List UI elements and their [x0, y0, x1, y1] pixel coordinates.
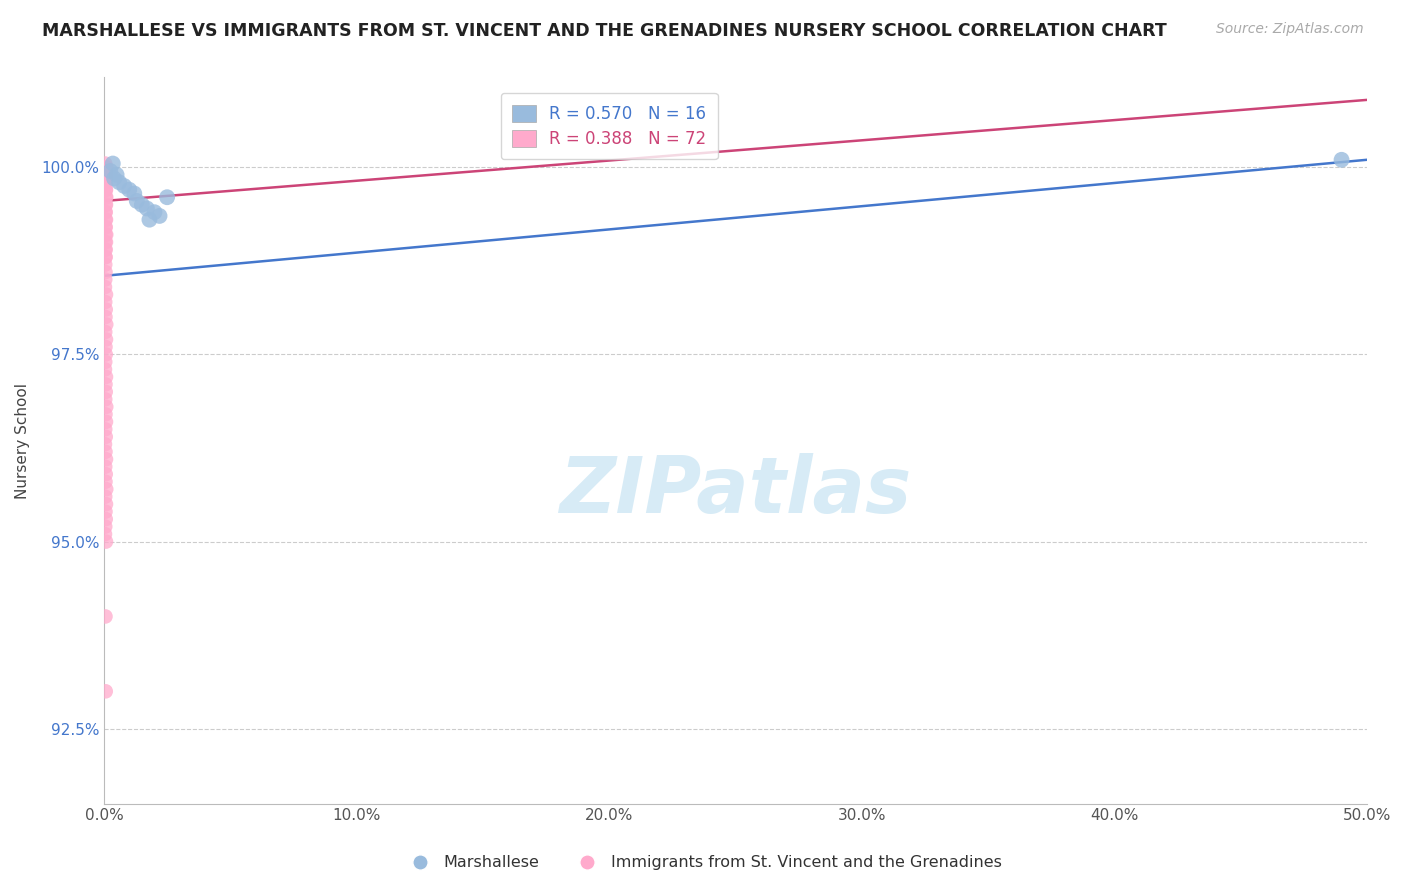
Point — [94, 183, 117, 197]
Point — [94, 302, 117, 317]
Point — [94, 310, 117, 324]
Legend: Marshallese, Immigrants from St. Vincent and the Grenadines: Marshallese, Immigrants from St. Vincent… — [398, 849, 1008, 877]
Point — [94, 161, 117, 175]
Point — [156, 190, 179, 204]
Point — [94, 415, 117, 429]
Point — [94, 295, 117, 310]
Point — [105, 168, 128, 182]
Point — [94, 280, 117, 294]
Point — [94, 519, 117, 533]
Point — [135, 202, 157, 216]
Point — [94, 340, 117, 354]
Point — [98, 164, 121, 178]
Point — [96, 482, 118, 496]
Point — [96, 171, 118, 186]
Point — [94, 362, 117, 376]
Point — [94, 235, 117, 249]
Point — [94, 250, 117, 264]
Point — [94, 512, 117, 526]
Point — [94, 534, 117, 549]
Point — [124, 186, 146, 201]
Point — [96, 161, 118, 175]
Point — [108, 175, 131, 189]
Point — [94, 370, 117, 384]
Point — [103, 171, 125, 186]
Point — [138, 212, 160, 227]
Point — [94, 505, 117, 519]
Point — [94, 459, 117, 474]
Point — [94, 164, 117, 178]
Point — [131, 197, 153, 211]
Point — [94, 444, 117, 458]
Point — [94, 527, 117, 541]
Point — [94, 220, 117, 235]
Point — [94, 156, 117, 170]
Point — [118, 183, 141, 197]
Point — [94, 175, 117, 189]
Point — [94, 205, 117, 219]
Point — [94, 205, 117, 219]
Point — [94, 179, 117, 194]
Point — [94, 333, 117, 347]
Point — [94, 355, 117, 369]
Point — [96, 190, 118, 204]
Point — [125, 194, 148, 208]
Point — [94, 168, 117, 182]
Point — [94, 392, 117, 407]
Text: MARSHALLESE VS IMMIGRANTS FROM ST. VINCENT AND THE GRENADINES NURSERY SCHOOL COR: MARSHALLESE VS IMMIGRANTS FROM ST. VINCE… — [42, 22, 1167, 40]
Point — [94, 377, 117, 392]
Point — [94, 197, 117, 211]
Point — [94, 475, 117, 489]
Point — [94, 250, 117, 264]
Point — [94, 347, 117, 361]
Point — [94, 287, 117, 301]
Point — [94, 168, 117, 182]
Point — [94, 243, 117, 257]
Point — [94, 265, 117, 279]
Point — [94, 384, 117, 399]
Point — [94, 422, 117, 436]
Point — [94, 197, 117, 211]
Point — [94, 220, 117, 235]
Point — [94, 190, 117, 204]
Point — [94, 161, 117, 175]
Point — [96, 227, 118, 242]
Point — [94, 227, 117, 242]
Point — [94, 175, 117, 189]
Point — [148, 209, 170, 223]
Point — [94, 467, 117, 482]
Point — [94, 497, 117, 511]
Point — [101, 156, 124, 170]
Point — [96, 318, 118, 332]
Point — [94, 258, 117, 272]
Point — [96, 400, 118, 414]
Y-axis label: Nursery School: Nursery School — [15, 383, 30, 499]
Point — [94, 183, 117, 197]
Point — [94, 243, 117, 257]
Point — [94, 407, 117, 421]
Point — [94, 212, 117, 227]
Point — [94, 235, 117, 249]
Text: ZIPatlas: ZIPatlas — [560, 453, 911, 529]
Legend: R = 0.570   N = 16, R = 0.388   N = 72: R = 0.570 N = 16, R = 0.388 N = 72 — [501, 93, 717, 160]
Point — [94, 490, 117, 504]
Point — [94, 430, 117, 444]
Point — [94, 684, 117, 698]
Point — [1330, 153, 1353, 167]
Point — [94, 272, 117, 286]
Point — [112, 179, 135, 194]
Point — [94, 212, 117, 227]
Point — [94, 609, 117, 624]
Point — [94, 452, 117, 467]
Point — [94, 437, 117, 451]
Text: Source: ZipAtlas.com: Source: ZipAtlas.com — [1216, 22, 1364, 37]
Point — [143, 205, 166, 219]
Point — [94, 325, 117, 339]
Point — [94, 161, 117, 175]
